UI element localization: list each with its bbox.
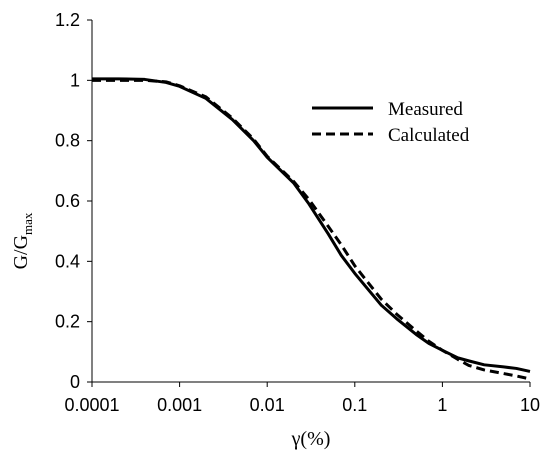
- x-tick-label: 0.01: [250, 395, 285, 415]
- legend: Measured Calculated: [312, 99, 470, 146]
- legend-label-calculated: Calculated: [388, 125, 470, 146]
- y-tick-label: 0: [70, 372, 80, 392]
- y-tick-label: 0.6: [55, 191, 80, 211]
- legend-label-measured: Measured: [388, 99, 463, 120]
- x-tick-label: 0.0001: [64, 395, 119, 415]
- series-line-calculated: [92, 78, 531, 381]
- y-tick-label: 0.4: [55, 251, 80, 271]
- x-tick-label: 10: [520, 395, 540, 415]
- x-axis-title: γ(%): [291, 428, 331, 450]
- y-axis-title-main: G/G: [10, 235, 32, 269]
- x-tick-label: 0.001: [157, 395, 202, 415]
- series-line-measured: [92, 77, 531, 373]
- y-tick-label: 1.2: [55, 10, 80, 30]
- y-tick-label: 1: [70, 70, 80, 90]
- y-tick-label: 0.2: [55, 312, 80, 332]
- x-tick-label: 0.1: [342, 395, 367, 415]
- y-axis-title-subscript: max: [20, 212, 35, 235]
- y-tick-label: 0.8: [55, 131, 80, 151]
- axes: 0 0.2 0.4 0.6 0.8 1 1.2 0.0001 0.001 0.01 0.1 1 10: [55, 10, 540, 415]
- x-tick-label: 1: [437, 395, 447, 415]
- series-layer: [92, 77, 531, 381]
- y-axis-title: G/Gmax: [10, 212, 35, 269]
